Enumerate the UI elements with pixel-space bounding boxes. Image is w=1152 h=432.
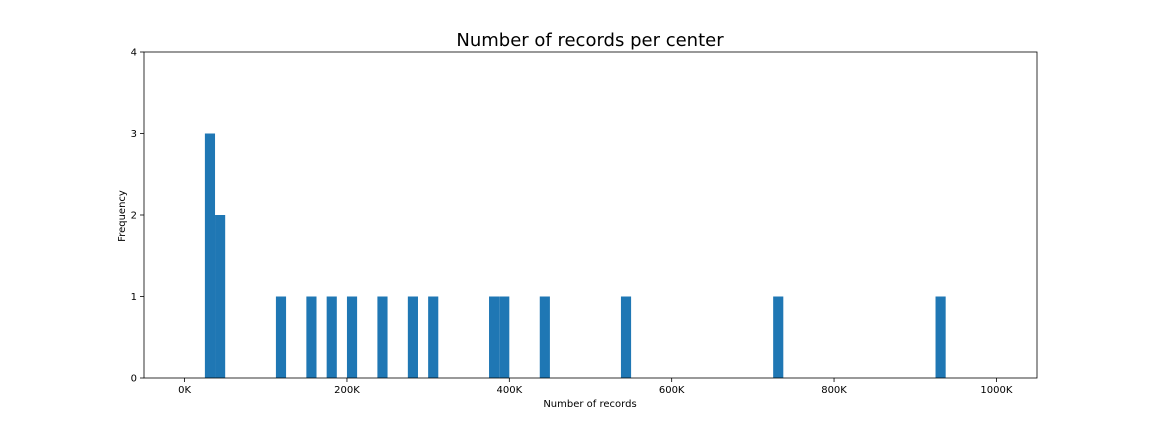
- y-axis-label: Frequency: [117, 190, 128, 242]
- x-tick-label: 0K: [178, 385, 191, 396]
- x-tick-label: 800K: [821, 385, 847, 396]
- histogram-bar: [499, 296, 510, 378]
- histogram-bar: [326, 296, 337, 378]
- x-tick-label: 600K: [659, 385, 685, 396]
- histogram-bar: [346, 296, 358, 378]
- x-tick-label: 400K: [496, 385, 522, 396]
- histogram-bar: [306, 296, 317, 378]
- x-tick-label: 200K: [334, 385, 360, 396]
- histogram-bar: [489, 296, 500, 378]
- histogram-bar: [620, 296, 632, 378]
- y-tick-label: 2: [131, 211, 137, 222]
- histogram-bar: [407, 296, 418, 378]
- y-tick-label: 4: [131, 48, 137, 59]
- y-tick-label: 0: [131, 374, 137, 385]
- y-tick-label: 1: [131, 292, 137, 303]
- y-tick-label: 3: [131, 129, 137, 140]
- histogram-bar: [377, 296, 388, 378]
- histogram-bar: [428, 296, 439, 378]
- bars-group: [204, 133, 946, 378]
- histogram-bar: [539, 296, 550, 378]
- histogram-bar: [215, 215, 226, 378]
- x-axis-ticks: 0K 200K 400K 600K 800K 1000K: [178, 378, 1013, 396]
- histogram-bar: [935, 296, 946, 378]
- histogram-bar: [275, 296, 287, 378]
- histogram-bar: [204, 133, 216, 378]
- chart-title: Number of records per center: [456, 30, 724, 51]
- x-tick-label: 1000K: [980, 385, 1012, 396]
- x-axis-label: Number of records: [543, 399, 636, 410]
- y-axis-ticks: 0 1 2 3 4: [131, 48, 144, 385]
- histogram-bar: [773, 296, 784, 378]
